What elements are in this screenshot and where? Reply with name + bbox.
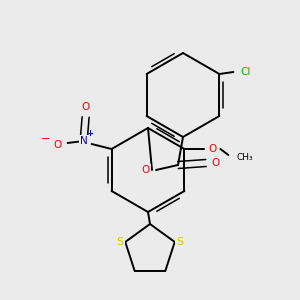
Text: O: O (142, 165, 150, 175)
Text: O: O (212, 158, 220, 168)
Text: CH₃: CH₃ (236, 152, 253, 161)
Text: S: S (176, 237, 183, 247)
Text: +: + (86, 130, 93, 139)
Text: O: O (82, 102, 90, 112)
Text: S: S (117, 237, 124, 247)
Text: O: O (53, 140, 62, 150)
Text: Cl: Cl (240, 67, 250, 77)
Text: −: − (41, 134, 50, 144)
Text: O: O (208, 144, 217, 154)
Text: N: N (80, 136, 88, 146)
